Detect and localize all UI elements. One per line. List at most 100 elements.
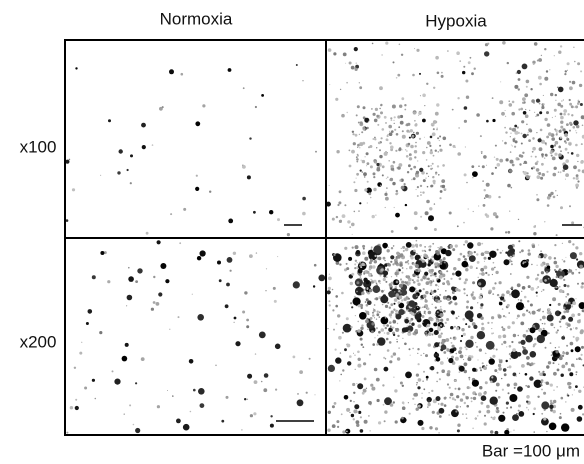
cell (420, 215, 423, 218)
cell (486, 409, 491, 414)
cell (228, 218, 234, 224)
cell (560, 373, 564, 377)
cell (439, 313, 444, 317)
cell (385, 280, 388, 283)
cell (151, 144, 154, 146)
cell (491, 376, 494, 379)
cell (379, 274, 382, 277)
cell (353, 210, 356, 213)
cell (415, 170, 420, 175)
cell (465, 396, 469, 400)
cell (568, 240, 572, 244)
cell (401, 97, 405, 101)
cell (531, 310, 536, 315)
cell (417, 324, 422, 328)
column-label: Normoxia (160, 9, 233, 28)
cell (224, 304, 229, 309)
cell (428, 327, 434, 333)
cell (357, 350, 360, 354)
cell (424, 254, 429, 259)
cell (373, 317, 376, 319)
cell (546, 204, 550, 207)
cell (506, 346, 508, 348)
cell (536, 113, 540, 117)
cell (399, 253, 404, 258)
cell (443, 325, 445, 327)
cell (520, 339, 526, 345)
cell (416, 279, 420, 283)
cell (422, 191, 425, 194)
cell (160, 263, 167, 269)
cell (390, 117, 393, 120)
cell (530, 287, 535, 291)
cell (401, 130, 404, 133)
cell (517, 78, 521, 81)
cell (508, 312, 511, 314)
cell (315, 150, 317, 153)
cell (335, 261, 340, 265)
cell (350, 413, 355, 418)
cell (471, 295, 473, 298)
cell (408, 277, 412, 282)
cell (244, 398, 247, 401)
cell (363, 277, 368, 282)
cell (581, 124, 584, 127)
cell (398, 269, 401, 272)
cell (522, 151, 525, 154)
cell (559, 325, 562, 328)
cell (392, 263, 395, 266)
cell (425, 159, 428, 161)
cell (581, 345, 584, 349)
cell (356, 262, 358, 264)
cell (576, 124, 580, 129)
cell (509, 287, 512, 289)
cell (532, 63, 535, 65)
cell (355, 177, 357, 179)
cell (424, 105, 426, 107)
cell (376, 313, 380, 317)
cell (519, 163, 522, 166)
cell (412, 73, 415, 77)
cell (538, 328, 543, 332)
cell (433, 330, 439, 335)
cell (561, 259, 564, 261)
cell (438, 432, 440, 434)
cell (500, 81, 502, 83)
cell (579, 252, 583, 256)
cell (516, 283, 521, 288)
cell (468, 376, 471, 379)
cell (372, 285, 381, 294)
cell (539, 111, 543, 115)
cell (359, 261, 362, 264)
cell (418, 114, 420, 116)
cell (439, 308, 443, 312)
cell (472, 427, 474, 430)
cell (392, 245, 395, 247)
cell (374, 136, 376, 139)
cell (427, 267, 429, 269)
cell (359, 337, 363, 341)
cell (569, 252, 577, 260)
cell (494, 166, 497, 169)
cell (392, 61, 395, 64)
cell (552, 172, 557, 177)
cell (393, 319, 395, 321)
cell (541, 401, 550, 410)
cell (417, 160, 419, 162)
cell (511, 163, 515, 167)
cell (477, 415, 479, 417)
cell (367, 300, 372, 306)
cell (392, 326, 395, 329)
cell (434, 342, 440, 348)
cell (458, 277, 462, 281)
cell (407, 284, 409, 286)
cell (429, 207, 433, 211)
cell (499, 296, 505, 301)
cell (470, 400, 473, 403)
cell (436, 371, 439, 374)
cell (431, 273, 435, 277)
cell (547, 308, 551, 311)
cell (453, 336, 455, 339)
micrographs (65, 41, 584, 435)
cell (373, 279, 377, 283)
